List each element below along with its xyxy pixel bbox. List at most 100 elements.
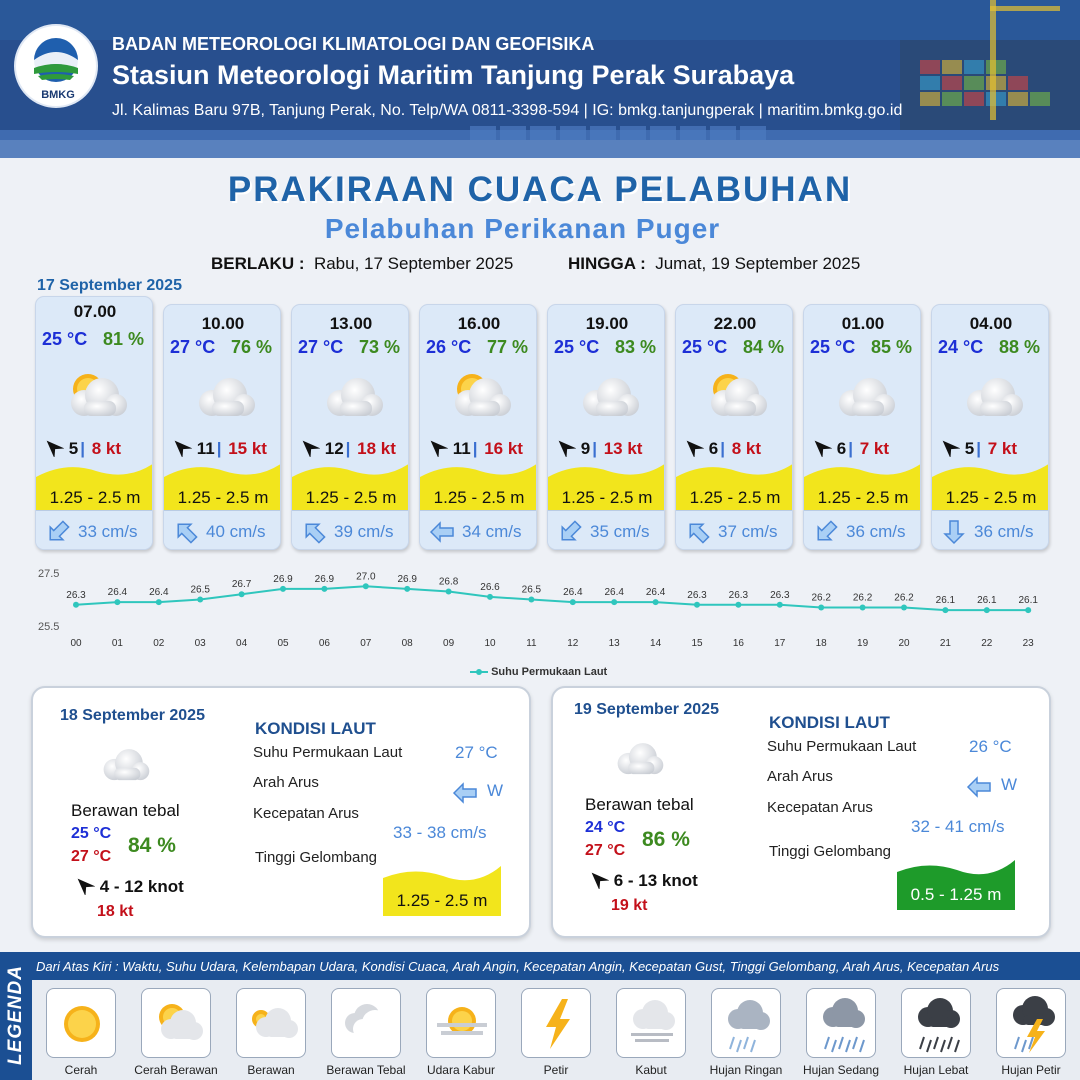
panel-date: 18 September 2025 <box>60 707 205 724</box>
panel-temp-min: 25 °C <box>71 825 112 842</box>
valid-from-value: Rabu, 17 September 2025 <box>313 254 514 273</box>
wind-speed: 11 <box>196 439 215 458</box>
wind-gust: 8 kt <box>731 439 761 458</box>
sst-line <box>75 585 1029 612</box>
x-tick-label: 05 <box>277 638 289 649</box>
x-tick-label: 04 <box>236 638 248 649</box>
valid-from-label: BERLAKU : <box>211 254 305 273</box>
card-temp: 27 °C <box>170 337 216 357</box>
wind-speed: 12 <box>324 439 344 458</box>
card-wind: 12 | 18 kt <box>298 437 396 459</box>
current-direction-value: W <box>1001 775 1018 794</box>
current-arrow-icon <box>689 523 710 544</box>
current-direction-label: Arah Arus <box>253 774 319 791</box>
sst-point <box>901 604 907 611</box>
sst-data-label: 26.1 <box>1018 595 1038 606</box>
card-current: 36 cm/s <box>932 510 1048 549</box>
current-direction-label: Arah Arus <box>767 768 833 785</box>
sst-data-label: 26.4 <box>149 587 169 598</box>
sst-data-label: 26.4 <box>563 587 583 598</box>
overcast-icon <box>93 740 155 791</box>
valid-to: HINGGA : Jumat, 19 September 2025 <box>568 254 860 274</box>
wind-gust: 16 kt <box>484 439 523 458</box>
current-speed-label: Kecepatan Arus <box>767 799 873 816</box>
wave-shape <box>932 464 1048 512</box>
x-tick-label: 09 <box>443 638 455 649</box>
sst-data-label: 26.9 <box>315 574 335 585</box>
card-humidity: 76 % <box>230 337 272 357</box>
station-address: Jl. Kalimas Baru 97B, Tanjung Perak, No.… <box>112 102 903 119</box>
sst-legend-label: Suhu Permukaan Laut <box>491 666 608 678</box>
page-title: PRAKIRAAN CUACA PELABUHAN <box>227 170 853 209</box>
wave-height-value: 1.25 - 2.5 m <box>396 891 488 910</box>
wind-direction-icon <box>298 439 321 459</box>
card-wave-height: 1.25 - 2.5 m <box>817 488 909 507</box>
wind-direction-icon <box>170 439 193 459</box>
card-temp: 24 °C <box>938 337 984 357</box>
sst-data-label: 26.4 <box>604 587 624 598</box>
card-humidity: 85 % <box>870 337 912 357</box>
current-speed: 36 cm/s <box>846 522 906 541</box>
haze-icon <box>426 988 496 1058</box>
wind-direction-icon <box>426 439 449 459</box>
panel-wind-speed: 6 - 13 knot <box>613 871 698 890</box>
x-tick-label: 03 <box>195 638 207 649</box>
wave-shape <box>383 866 501 916</box>
wind-gust: 15 kt <box>228 439 267 458</box>
station-name: Stasiun Meteorologi Maritim Tanjung Pera… <box>112 60 795 90</box>
x-tick-label: 20 <box>898 638 910 649</box>
current-arrow-icon <box>943 520 965 545</box>
sst-data-label: 26.2 <box>894 592 914 603</box>
current-arrow-icon <box>177 523 198 544</box>
hourly-card: 19.00 25 °C 83 % 9 | 13 kt 1.25 - 2.5 m 3… <box>547 304 665 550</box>
x-tick-label: 17 <box>774 638 786 649</box>
valid-from: BERLAKU : Rabu, 17 September 2025 <box>211 254 513 274</box>
sst-data-label: 26.2 <box>853 592 873 603</box>
card-wind: 5 | 7 kt <box>938 437 1017 459</box>
cloudy-icon <box>236 988 306 1058</box>
sst-point <box>445 588 452 595</box>
sst-point <box>487 593 493 600</box>
sst-point <box>238 591 245 598</box>
sst-data-label: 26.9 <box>273 574 293 585</box>
card-time: 07.00 <box>73 302 117 321</box>
sst-point <box>404 585 411 592</box>
card-humidity: 88 % <box>998 337 1040 357</box>
overcast-icon <box>314 367 390 428</box>
card-current: 33 cm/s <box>36 510 152 549</box>
x-tick-label: 02 <box>153 638 165 649</box>
y-tick-label: 27.5 <box>38 568 59 580</box>
sst-point <box>528 596 535 603</box>
sst-data-label: 26.7 <box>232 579 252 590</box>
panel-wind: 4 - 12 knot <box>73 875 184 897</box>
valid-to-value: Jumat, 19 September 2025 <box>655 254 861 273</box>
card-time: 22.00 <box>713 314 757 333</box>
card-current: 40 cm/s <box>164 510 280 549</box>
wind-speed: 11 <box>452 439 471 458</box>
x-tick-label: 19 <box>857 638 869 649</box>
overcast-icon <box>570 367 646 428</box>
sst-point <box>197 596 204 603</box>
current-arrow-icon <box>561 520 582 541</box>
panel-wind: 6 - 13 knot <box>587 869 698 891</box>
sst-point <box>321 585 328 592</box>
card-humidity: 73 % <box>358 337 400 357</box>
sst-point <box>73 601 79 608</box>
x-tick-label: 08 <box>402 638 414 649</box>
current-speed: 33 cm/s <box>78 522 138 541</box>
card-temp: 25 °C <box>554 337 600 357</box>
panel-temp-min: 24 °C <box>585 819 626 836</box>
org-name: BADAN METEOROLOGI KLIMATOLOGI DAN GEOFIS… <box>112 34 595 54</box>
card-time: 04.00 <box>969 314 1013 333</box>
x-tick-label: 06 <box>319 638 331 649</box>
wind-direction-icon <box>554 439 577 459</box>
daily-panel: 19 September 2025 Berawan tebal 24 °C 27… <box>551 686 1051 938</box>
panel-condition: Berawan tebal <box>71 801 180 820</box>
card-time: 16.00 <box>457 314 501 333</box>
wind-gust: 8 kt <box>91 439 121 458</box>
wave-shape <box>420 464 536 512</box>
sst-point <box>735 601 742 608</box>
sst-data-label: 26.6 <box>480 582 500 593</box>
wind-speed: 5 <box>964 439 975 458</box>
panel-temp-max: 27 °C <box>585 842 626 859</box>
